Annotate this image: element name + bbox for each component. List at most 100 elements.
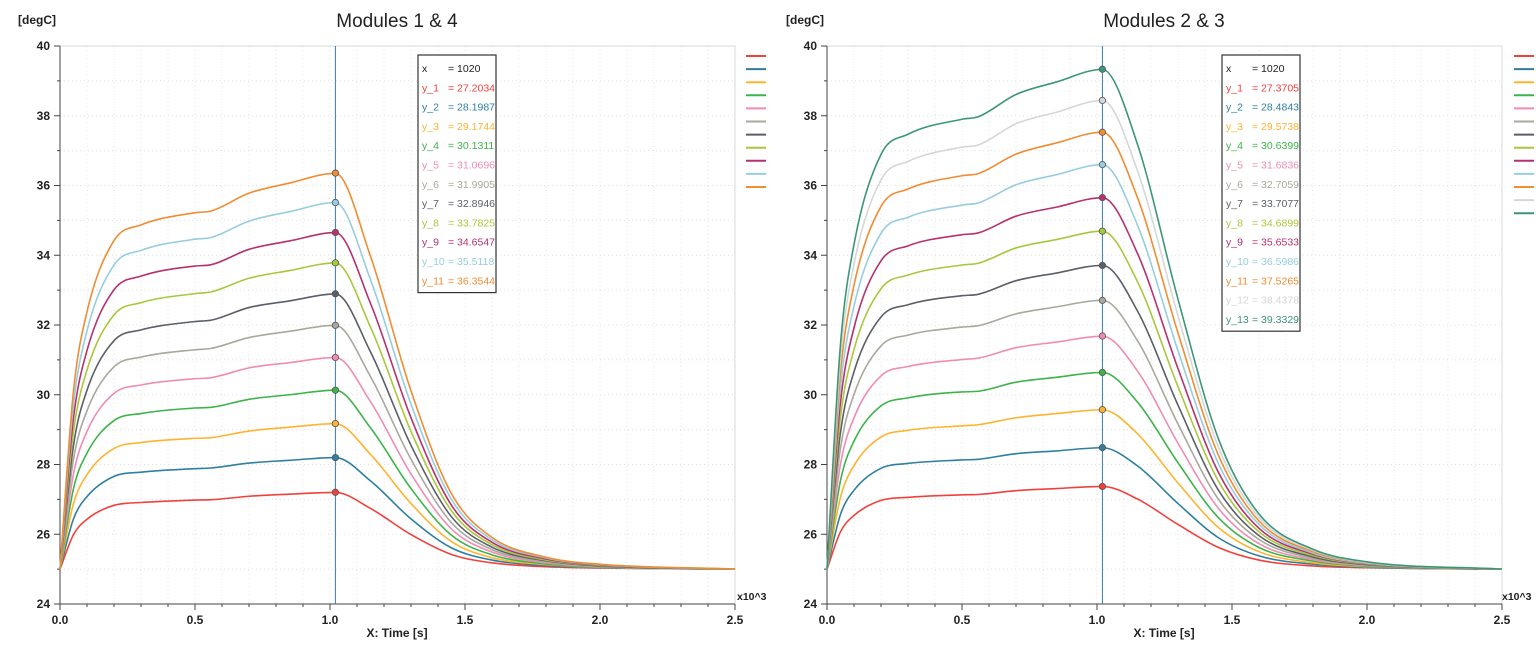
cursor-series-label: y_7 [1226, 198, 1243, 210]
cursor-marker-y_8 [1098, 227, 1107, 235]
y-tick-label: 36 [37, 179, 51, 193]
cursor-series-label: y_3 [422, 121, 439, 133]
series-line-y_9 [826, 196, 1503, 570]
x-tick-label: 2.0 [592, 613, 609, 627]
cursor-series-value: = 35.6533 [1252, 237, 1299, 249]
cursor-series-label: y_11 [1226, 275, 1248, 287]
series-line-y_11 [826, 131, 1503, 570]
cursor-series-label: y_10 [422, 256, 445, 268]
cursor-series-label: y_1 [422, 82, 439, 94]
x-tick-label: 1.0 [1089, 613, 1106, 627]
cursor-series-value: = 32.8946 [448, 198, 495, 210]
x-tick-label: 2.0 [1359, 613, 1376, 627]
x-axis-multiplier: x10^3 [1502, 591, 1532, 603]
y-tick-label: 38 [804, 109, 818, 123]
cursor-marker-y_4 [331, 386, 339, 394]
y-tick-label: 26 [37, 527, 51, 541]
series-line-y_7 [59, 293, 736, 570]
cursor-marker-y_6 [1098, 296, 1107, 304]
cursor-series-value: = 36.5986 [1252, 256, 1299, 268]
y-tick-label: 26 [804, 527, 818, 541]
x-tick-label: 0.5 [187, 613, 204, 627]
cursor-marker-y_8 [331, 259, 339, 267]
cursor-series-label: y_4 [422, 140, 439, 152]
cursor-series-label: y_10 [1226, 256, 1249, 268]
cursor-marker-y_2 [331, 453, 339, 462]
series-line-y_7 [826, 264, 1503, 570]
cursor-series-label: y_6 [1226, 179, 1243, 191]
x-tick-label: 1.5 [457, 613, 474, 627]
cursor-marker-y_2 [1098, 444, 1107, 452]
cursor-series-value: = 27.2034 [448, 82, 495, 94]
y-tick-label: 32 [37, 318, 51, 332]
cursor-value-box [1221, 54, 1301, 332]
y-tick-label: 30 [37, 388, 51, 402]
cursor-marker-y_10 [331, 198, 339, 207]
cursor-marker-y_6 [331, 321, 339, 329]
plot-frame [826, 45, 1503, 605]
series-line-y_9 [59, 231, 736, 570]
cursor-marker-y_11 [331, 169, 339, 177]
y-tick-label: 30 [804, 388, 818, 402]
cursor-marker-y_10 [1098, 161, 1107, 169]
series-line-y_12 [826, 99, 1503, 570]
cursor-marker-y_3 [1098, 406, 1107, 414]
cursor-value-box [417, 54, 497, 294]
cursor-series-label: y_11 [422, 275, 444, 287]
y-axis-unit: [degC] [786, 13, 824, 27]
cursor-marker-y_12 [1098, 96, 1107, 105]
cursor-series-label: y_1 [1226, 82, 1243, 94]
cursor-x-label: x [422, 63, 428, 75]
x-tick-label: 0.5 [954, 613, 971, 627]
cursor-x-value: = 1020 [1252, 63, 1285, 75]
series-line-y_1 [59, 491, 736, 570]
cursor-x-label: x [1226, 63, 1232, 75]
cursor-series-label: y_9 [422, 237, 439, 249]
chart-title: Modules 1 & 4 [336, 11, 458, 32]
cursor-series-value: = 34.6899 [1252, 217, 1299, 229]
y-tick-label: 40 [37, 39, 51, 53]
series-line-y_1 [826, 485, 1503, 570]
cursor-series-value: = 27.3705 [1252, 82, 1299, 94]
cursor-series-value: = 36.3544 [448, 275, 495, 287]
cursor-series-value: = 35.5118 [448, 256, 494, 268]
series-line-y_4 [59, 389, 736, 570]
cursor-series-label: y_9 [1226, 237, 1243, 249]
cursor-series-value: = 38.4378 [1252, 295, 1299, 307]
cursor-marker-y_1 [331, 488, 339, 496]
y-tick-label: 36 [804, 179, 818, 193]
cursor-series-value: = 28.4843 [1252, 102, 1299, 114]
cursor-series-value: = 30.6399 [1252, 140, 1299, 152]
cursor-series-label: y_5 [422, 160, 439, 172]
series-line-y_13 [826, 68, 1503, 570]
chart-modules-2-3: Modules 2 & 3 [degC] X: Time [s] x10^3 2… [786, 11, 1534, 640]
cursor-series-value: = 28.1987 [448, 102, 495, 114]
series-line-y_10 [826, 163, 1503, 570]
y-axis-unit: [degC] [18, 13, 56, 27]
series-line-y_5 [59, 356, 736, 570]
cursor-series-label: y_2 [1226, 102, 1243, 114]
cursor-marker-y_9 [331, 228, 339, 237]
cursor-series-value: = 31.0696 [448, 160, 495, 172]
cursor-marker-y_1 [1098, 482, 1107, 491]
series-line-y_10 [59, 201, 736, 570]
y-tick-label: 24 [37, 597, 51, 611]
x-tick-label: 2.5 [727, 613, 744, 627]
y-tick-label: 34 [804, 248, 818, 262]
cursor-series-label: y_4 [1226, 140, 1243, 152]
cursor-series-label: y_3 [1226, 121, 1243, 133]
cursor-series-value: = 31.9905 [448, 179, 495, 191]
cursor-series-label: y_8 [1226, 217, 1243, 229]
x-tick-label: 1.0 [322, 613, 339, 627]
series-line-y_2 [59, 456, 736, 570]
series-line-y_2 [826, 446, 1503, 570]
cursor-series-value: = 31.6836 [1252, 160, 1299, 172]
cursor-x-value: = 1020 [448, 63, 481, 75]
cursor-marker-y_7 [331, 290, 339, 298]
chart-title: Modules 2 & 3 [1103, 11, 1224, 32]
x-tick-label: 0.0 [819, 613, 836, 627]
cursor-series-label: y_5 [1226, 160, 1243, 172]
cursor-series-label: y_7 [422, 198, 439, 210]
cursor-series-label: y_2 [422, 102, 439, 114]
